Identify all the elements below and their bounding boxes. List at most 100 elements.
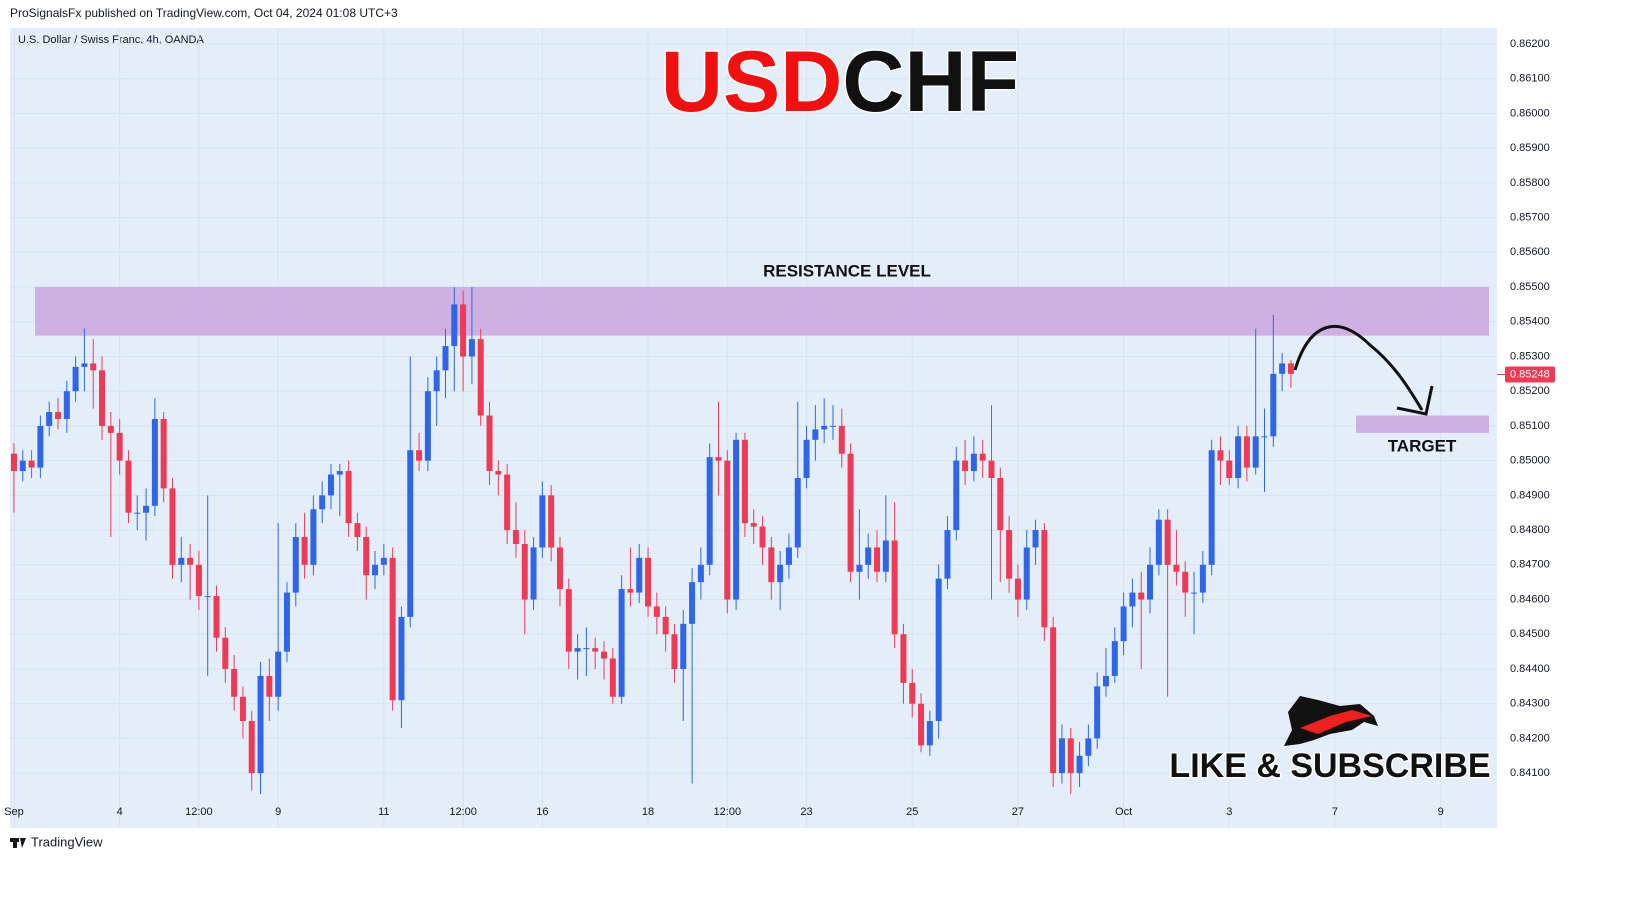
candle-body [407, 450, 414, 617]
candle-body [1129, 592, 1136, 607]
candle-body [812, 429, 819, 440]
candle-body [988, 460, 995, 478]
candle-body [962, 460, 969, 472]
last-price-tag [1505, 366, 1555, 383]
candle-body [1164, 519, 1171, 565]
candle-body [1235, 436, 1242, 478]
candle-body [160, 418, 167, 489]
candle-body [794, 478, 801, 548]
candle-body [997, 478, 1004, 531]
price-zone [35, 287, 1489, 336]
candle-body [1094, 686, 1101, 739]
candle-body [733, 439, 740, 600]
candle-body [891, 540, 898, 635]
candle-body [477, 339, 484, 416]
candle-body [10, 453, 17, 472]
candle-body [1270, 373, 1277, 437]
x-tick-label: 25 [906, 806, 918, 818]
candle-body [319, 495, 326, 510]
candle-body [433, 370, 440, 392]
y-tick-label: 0.85700 [1510, 211, 1550, 223]
candle-body [838, 425, 845, 454]
candle-body [275, 651, 282, 697]
projection-arrow [1293, 324, 1424, 411]
x-tick-label: 7 [1332, 806, 1338, 818]
candle-body [592, 648, 599, 652]
x-tick-label: 18 [642, 806, 654, 818]
candle-body [213, 596, 220, 638]
x-tick-label: 12:00 [449, 806, 477, 818]
candle-body [1208, 450, 1215, 565]
candle-body [1085, 738, 1092, 756]
candle-body [125, 460, 132, 513]
candle-body [706, 457, 713, 565]
candle-body [354, 523, 361, 538]
candle-body [741, 439, 748, 524]
candle-body [1155, 519, 1162, 565]
candle-body [926, 721, 933, 746]
candle-body [724, 460, 731, 600]
title-usd: USD [661, 34, 843, 130]
y-tick-label: 0.85200 [1510, 385, 1550, 397]
tv-brand: TradingView [31, 834, 103, 849]
candle-body [248, 721, 255, 774]
candles [10, 287, 1294, 794]
candle-body [680, 623, 687, 669]
candle-body [768, 547, 775, 583]
x-tick-label: 11 [378, 806, 389, 818]
candle-body [1252, 436, 1259, 468]
candle-body [389, 557, 396, 701]
candle-body [865, 547, 872, 565]
zone-label: TARGET [1388, 436, 1457, 455]
candle-body [81, 363, 88, 367]
candle-body [539, 495, 546, 548]
candle-body [72, 366, 79, 392]
candle-body [345, 471, 352, 524]
y-tick-label: 0.85500 [1510, 281, 1550, 293]
y-tick-label: 0.84400 [1510, 663, 1550, 675]
y-tick-label: 0.84900 [1510, 489, 1550, 501]
candle-body [1191, 592, 1198, 594]
candle-body [1023, 547, 1030, 600]
candle-body [1279, 363, 1286, 374]
candle-body [715, 457, 722, 461]
candle-body [1199, 564, 1206, 593]
candle-body [953, 460, 960, 531]
price-zone [1356, 415, 1489, 433]
candle-body [424, 391, 431, 461]
x-tick-label: 3 [1226, 806, 1232, 818]
candle-body [979, 453, 986, 461]
y-tick-label: 0.84500 [1510, 628, 1550, 640]
candle-body [257, 675, 264, 774]
symbol-info: U.S. Dollar / Swiss Franc, 4h, OANDA [18, 34, 204, 46]
candle-body [90, 363, 97, 371]
candle-body [874, 547, 881, 572]
candle-body [1147, 564, 1154, 600]
candle-body [239, 696, 246, 722]
candle-body [970, 453, 977, 472]
y-tick-label: 0.85000 [1510, 455, 1550, 467]
candle-body [19, 460, 26, 472]
candle-body [882, 540, 889, 572]
last-price-label: 0.85248 [1510, 368, 1550, 380]
x-tick-label: 4 [117, 806, 123, 818]
candle-body [416, 450, 423, 461]
candle-body [609, 658, 616, 697]
candle-body [803, 439, 810, 478]
candle-body [504, 474, 511, 531]
candle-body [521, 543, 528, 600]
candle-body [627, 589, 634, 593]
candle-body [134, 512, 141, 514]
candle-body [1006, 530, 1013, 579]
candle-body [468, 339, 475, 357]
x-tick-label: 9 [275, 806, 281, 818]
candle-body [1058, 738, 1065, 774]
y-tick-label: 0.84300 [1510, 698, 1550, 710]
y-tick-label: 0.84800 [1510, 524, 1550, 536]
candle-body [574, 648, 581, 652]
candle-body [645, 557, 652, 607]
candle-body [143, 505, 150, 513]
candle-body [372, 564, 379, 576]
